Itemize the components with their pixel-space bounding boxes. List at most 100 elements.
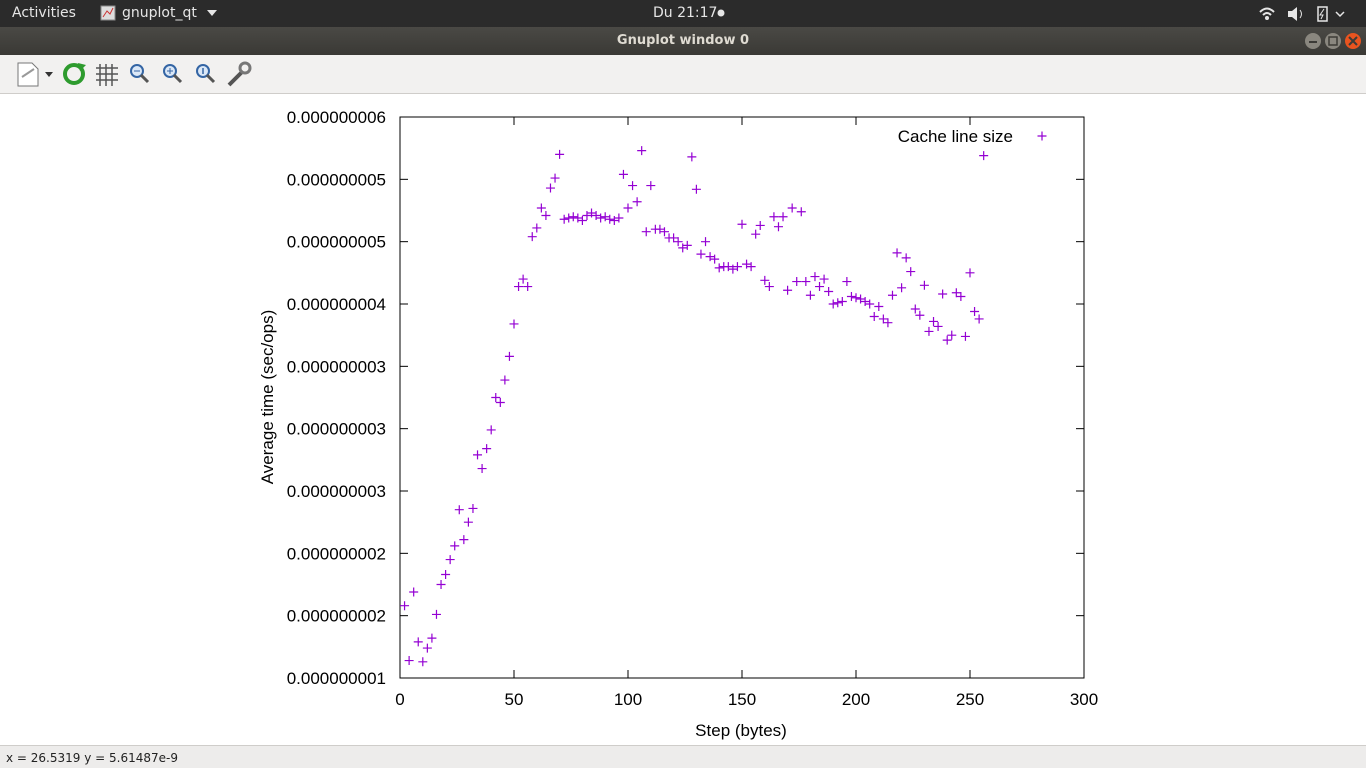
data-point [441,570,451,580]
data-point [687,152,697,162]
data-point [628,181,638,191]
y-tick-label: 0.000000005 [287,233,386,252]
data-point [486,425,496,435]
data-point [682,240,692,250]
system-tray[interactable] [1258,5,1358,23]
data-point [545,183,555,193]
data-point [837,297,847,307]
data-point [764,282,774,292]
data-point [842,277,852,287]
data-point [587,208,597,218]
data-point [878,314,888,324]
data-point [828,299,838,309]
data-point [577,215,587,225]
data-point [623,203,633,213]
plot-frame [399,116,1085,679]
data-point [865,299,875,309]
data-point [500,375,510,385]
toolbar-icons [17,61,252,87]
x-tick-label: 150 [728,690,756,709]
top-bar: Activities gnuplot_qt Du 21:17 [0,0,1366,27]
data-point [892,248,902,258]
data-point [422,643,432,653]
y-tick-label: 0.000000001 [287,669,386,688]
data-point [673,237,683,247]
data-point [591,210,601,220]
data-point [915,310,925,320]
data-point [846,292,856,302]
data-point [887,290,897,300]
settings-button[interactable] [227,61,252,87]
data-point [970,306,980,316]
data-point [468,503,478,513]
data-point [463,517,473,527]
zoom-prev-button[interactable] [130,64,150,84]
data-point [956,292,966,302]
data-point [869,311,879,321]
data-point [413,637,423,647]
data-point [947,330,957,340]
data-point [924,326,934,336]
data-point [614,213,624,223]
zoom-next-button[interactable] [163,64,183,84]
data-point [655,224,665,234]
legend-marker [1037,131,1047,141]
data-point [669,233,679,243]
data-point [532,223,542,233]
data-point [550,173,560,183]
y-axis-label: Average time (sec/ops) [258,310,277,484]
data-point [910,304,920,314]
data-point [568,212,578,222]
activities[interactable]: Activities [12,5,76,21]
export-button[interactable] [17,62,53,87]
data-point [482,444,492,454]
data-point [400,601,410,611]
y-tick-label: 0.000000003 [287,482,386,501]
y-tick-label: 0.000000002 [287,607,386,626]
data-point [796,207,806,217]
data-point [454,505,464,515]
data-point [710,254,720,264]
data-point [737,219,747,229]
data-point [929,316,939,326]
data-point [778,212,788,222]
data-point [646,181,656,191]
grid-button[interactable] [96,64,118,86]
data-point [732,262,742,272]
data-point [746,262,756,272]
y-tick-label: 0.000000003 [287,420,386,439]
x-tick-label: 50 [505,690,524,709]
data-point [573,213,583,223]
data-point [906,267,916,277]
data-point [833,298,843,308]
data-point [477,464,487,474]
replot-button[interactable] [63,63,86,85]
data-point [965,268,975,278]
x-tick-label: 250 [956,690,984,709]
data-point [974,314,984,324]
data-point [792,277,802,287]
data-point [641,227,651,237]
data-point [874,301,884,311]
data-point [883,318,893,328]
data-point [459,535,469,545]
app-menu[interactable]: gnuplot_qt [122,5,197,21]
maximize-button[interactable] [1325,33,1341,49]
plot-area: Step (bytes) Average time (sec/ops) 0 50 1… [258,108,1098,740]
data-point [705,252,715,262]
data-point [659,227,669,237]
data-point [418,657,428,667]
data-point [404,656,414,666]
data-point [860,297,870,307]
x-tick-label: 100 [614,690,642,709]
data-point [541,210,551,220]
data-point [815,282,825,292]
status-bar: x = 26.5319 y = 5.61487e-9 [0,745,1366,768]
menu-arrow [207,10,217,16]
data-point [509,319,519,329]
autoscale-button[interactable] [196,64,216,84]
y-tick-label: 0.000000002 [287,544,386,563]
data-point [701,237,711,247]
y-tick-label: 0.000000003 [287,357,386,376]
clock[interactable]: Du 21:17 [653,5,718,21]
